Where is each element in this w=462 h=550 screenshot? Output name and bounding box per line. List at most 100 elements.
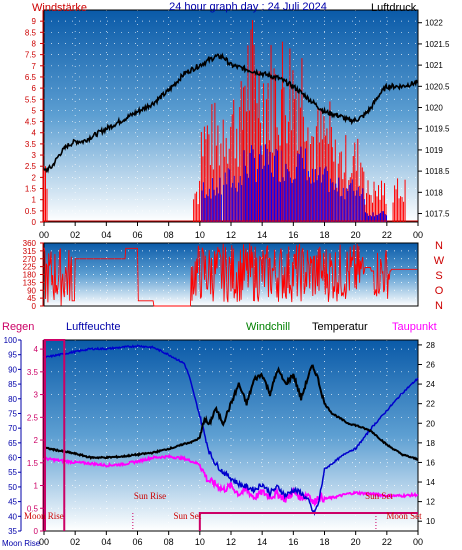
direction-compass-label: O: [435, 285, 444, 297]
wind-y-tick-label: 4.5: [25, 118, 37, 127]
humidity-y-tick-label: 35: [8, 527, 17, 536]
moon-rise-label: Moon Rise: [24, 511, 64, 521]
direction-compass-label: W: [434, 255, 445, 267]
legend-windchill: Windchill: [246, 321, 290, 333]
sun-night-line: [198, 512, 418, 531]
chart-title: 24 hour graph day : 24 Juli 2024: [169, 1, 327, 13]
rain-axis-title: Regen: [2, 321, 34, 333]
direction-y-tick-label: 45: [27, 294, 36, 303]
pressure-y-tick-label: 1020: [425, 104, 443, 113]
legend-dewpoint: Taupunkt: [392, 321, 437, 333]
wind-y-tick-label: 1: [32, 196, 37, 205]
rain-y-tick-label: 3: [34, 391, 39, 400]
wind-y-tick-label: 0: [32, 218, 37, 227]
wind-x-tick-label: 20: [351, 230, 361, 240]
temp-x-tick-label: 08: [164, 537, 174, 547]
rain-y-tick-label: 1.5: [27, 459, 39, 468]
direction-y-tick-label: 270: [23, 255, 37, 264]
moon-rise-bottom-label: Moon Rise: [2, 539, 41, 548]
humidity-y-tick-label: 70: [8, 424, 17, 433]
temperature-line: [44, 364, 419, 462]
direction-compass-label: S: [435, 270, 442, 282]
humidity-y-tick-label: 40: [8, 512, 17, 521]
pressure-axis-title: Luftdruck: [371, 2, 417, 14]
rain-y-tick-label: 0: [34, 527, 39, 536]
wind-y-tick-label: 9: [32, 17, 37, 26]
wind-x-tick-label: 02: [70, 230, 80, 240]
wind-y-tick-label: 5.5: [25, 95, 37, 104]
wind-y-tick-label: 7.5: [25, 51, 37, 60]
wind-y-tick-label: 7: [32, 62, 37, 71]
wind-x-tick-label: 10: [195, 230, 205, 240]
wind-x-tick-label: 14: [257, 230, 267, 240]
pressure-y-tick-label: 1019: [425, 146, 443, 155]
wind-y-tick-label: 5: [32, 106, 37, 115]
wind-x-tick-label: 22: [382, 230, 392, 240]
sun-set-label-2: Sun Set: [365, 491, 393, 501]
pressure-y-tick-label: 1017.5: [425, 210, 450, 219]
direction-y-tick-label: 180: [23, 271, 37, 280]
humidity-y-tick-label: 65: [8, 439, 17, 448]
wind-x-tick-label: 18: [319, 230, 329, 240]
wind-x-tick-label: 06: [132, 230, 142, 240]
temp-x-tick-label: 12: [226, 537, 236, 547]
temp-x-tick-label: 14: [257, 537, 267, 547]
direction-y-tick-label: 135: [23, 278, 37, 287]
pressure-y-tick-label: 1022: [425, 19, 443, 28]
rain-y-tick-label: 2.5: [27, 413, 39, 422]
wind-y-tick-label: 2.5: [25, 162, 37, 171]
wind-y-tick-label: 3.5: [25, 140, 37, 149]
temp-y-tick-label: 10: [426, 517, 435, 526]
humidity-line: [43, 344, 419, 517]
wind-y-tick-label: 8.5: [25, 28, 37, 37]
humidity-y-tick-label: 55: [8, 468, 17, 477]
direction-line: [43, 243, 418, 307]
rain-y-tick-label: 1: [34, 482, 39, 491]
wind-y-tick-label: 1.5: [25, 185, 37, 194]
temp-x-tick-label: 00: [39, 537, 49, 547]
humidity-y-tick-label: 95: [8, 351, 17, 360]
wind-y-tick-label: 8: [32, 39, 37, 48]
temp-x-tick-label: 10: [195, 537, 205, 547]
temp-y-tick-label: 28: [426, 341, 435, 350]
humidity-y-tick-label: 50: [8, 483, 17, 492]
wind-y-tick-label: 4: [32, 129, 37, 138]
wind-x-tick-label: 08: [164, 230, 174, 240]
wind-y-tick-label: 2: [32, 173, 37, 182]
humidity-y-tick-label: 85: [8, 380, 17, 389]
pressure-y-tick-label: 1018: [425, 188, 443, 197]
direction-y-tick-label: 315: [23, 247, 37, 256]
humidity-y-tick-label: 90: [8, 365, 17, 374]
temp-x-tick-label: 22: [382, 537, 392, 547]
temp-x-tick-label: 02: [70, 537, 80, 547]
wind-y-tick-label: 6.5: [25, 73, 37, 82]
temp-x-tick-label: 06: [132, 537, 142, 547]
pressure-y-tick-label: 1021.5: [425, 40, 450, 49]
pressure-y-tick-label: 1019.5: [425, 125, 450, 134]
direction-compass-label: N: [435, 300, 443, 312]
wind-x-tick-label: 00: [413, 230, 423, 240]
humidity-y-tick-label: 100: [4, 336, 18, 345]
temp-y-tick-label: 14: [426, 478, 435, 487]
wind-x-tick-label: 04: [101, 230, 111, 240]
temp-y-tick-label: 12: [426, 498, 435, 507]
direction-y-tick-label: 90: [27, 286, 36, 295]
temp-x-tick-label: 16: [288, 537, 298, 547]
wind-y-tick-label: 0.5: [25, 207, 37, 216]
rain-y-tick-label: 4: [34, 345, 39, 354]
pressure-y-tick-label: 1020.5: [425, 82, 450, 91]
humidity-axis-title: Luftfeuchte: [66, 321, 120, 333]
wind-x-tick-label: 00: [39, 230, 49, 240]
temp-x-tick-label: 04: [101, 537, 111, 547]
temp-y-tick-label: 22: [426, 400, 435, 409]
temp-x-tick-label: 20: [351, 537, 361, 547]
wind-x-tick-label: 16: [288, 230, 298, 240]
sun-rise-label: Sun Rise: [134, 491, 166, 501]
temp-x-tick-label: 00: [413, 537, 423, 547]
temp-y-tick-label: 16: [426, 458, 435, 467]
direction-compass-label: N: [435, 240, 443, 252]
temp-y-tick-label: 24: [426, 380, 435, 389]
legend-temperature: Temperatur: [312, 321, 368, 333]
